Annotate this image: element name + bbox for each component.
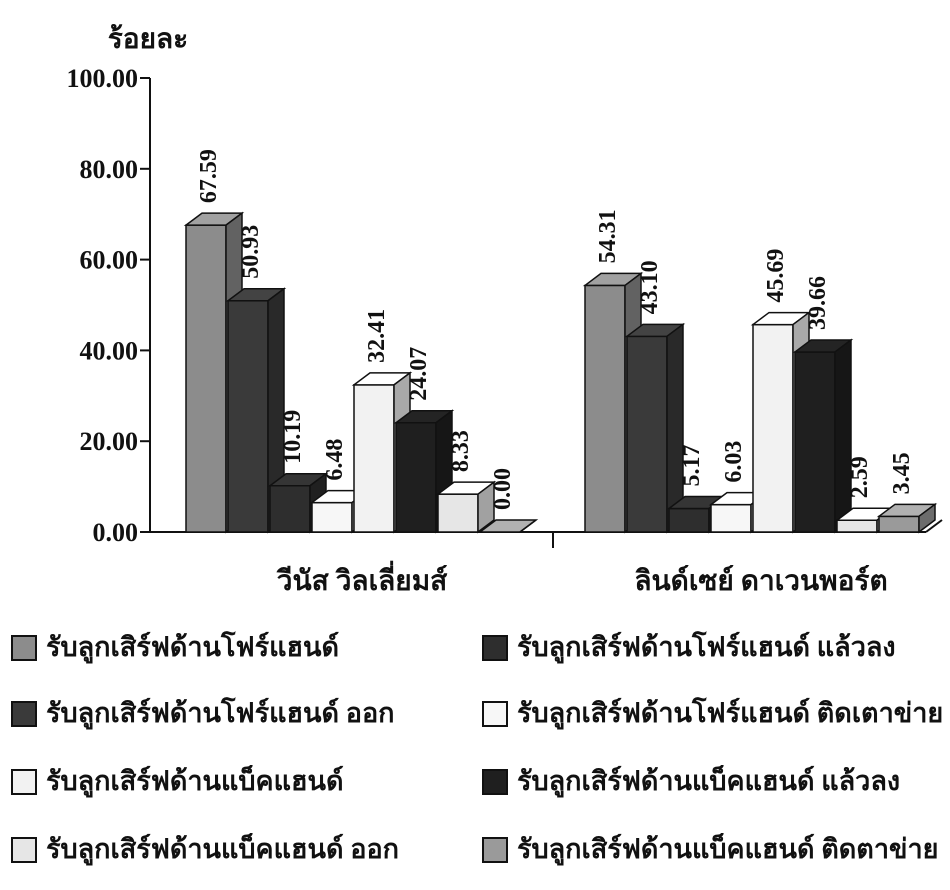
bar-front [227,300,269,533]
data-label: 50.93 [238,225,264,279]
data-label: 3.45 [889,452,915,494]
y-axis-label: ร้อยละ [108,24,188,55]
legend-label: รับลูกเสิร์ฟด้านโฟร์แฮนด์ ติดเตาข่าย [517,696,943,730]
bar-front [269,484,311,533]
x-category-label: วีนัส วิลเลี่ยมส์ [275,560,448,597]
bar-front [878,515,920,533]
data-label: 0.00 [490,468,516,510]
legend-swatch [482,635,508,661]
x-category-label: ลินด์เซย์ ดาเวนพอร์ต [634,565,887,597]
data-label: 6.03 [721,441,747,483]
data-label: 24.07 [406,347,432,401]
bar-front [185,224,227,533]
bar-side [834,338,852,534]
y-tick-label: 20.00 [80,427,139,456]
y-tick-label: 100.00 [67,64,139,93]
y-tick-label: 40.00 [80,336,139,365]
legend-label: รับลูกเสิร์ฟด้านโฟร์แฮนด์ ออก [46,696,395,730]
data-label: 39.66 [805,276,831,330]
legend-swatch [11,837,37,863]
bar-side [918,502,936,534]
bar-side [519,519,537,533]
legend-label: รับลูกเสิร์ฟด้านแบ็คแฮนด์ แล้วลง [517,763,900,798]
legend-swatch [482,701,508,727]
legend-swatch [11,701,37,727]
bar-front [668,507,710,533]
data-label: 45.69 [763,249,789,303]
x-axis-depth-line [925,519,943,533]
data-label: 43.10 [637,260,663,314]
legend-label: รับลูกเสิร์ฟด้านโฟร์แฮนด์ แล้วลง [517,630,896,664]
bar-front [584,284,626,533]
data-label: 6.48 [322,439,348,481]
legend-swatch [482,837,508,863]
legend-swatch [11,635,37,661]
bar-front [626,335,668,533]
legend-label: รับลูกเสิร์ฟด้านแบ็คแฮนด์ ติดตาข่าย [517,831,938,866]
y-tick-label: 60.00 [80,246,139,275]
bar-front [836,519,878,533]
data-label: 2.59 [847,456,873,498]
legend-label: รับลูกเสิร์ฟด้านโฟร์แฮนด์ [46,630,339,664]
bar-front [710,503,752,533]
y-tick-label: 80.00 [80,155,139,184]
bar-front [353,384,395,533]
legend-swatch [11,769,37,795]
bar-front [437,493,479,533]
bar-front [311,501,353,533]
bar-front [752,323,794,533]
bar-side [477,480,495,534]
legend-label: รับลูกเสิร์ฟด้านแบ็คแฮนด์ ออก [46,831,399,866]
legend-swatch [482,769,508,795]
data-label: 67.59 [196,149,222,203]
data-label: 8.33 [448,430,474,472]
data-label: 32.41 [364,309,390,363]
y-tick-label: 0.00 [93,518,139,547]
bar-front [794,351,836,533]
data-label: 10.19 [280,410,306,464]
legend-label: รับลูกเสิร์ฟด้านแบ็คแฮนด์ [46,763,344,798]
data-label: 5.17 [679,445,705,487]
bar-front [395,421,437,533]
data-label: 54.31 [595,209,621,263]
